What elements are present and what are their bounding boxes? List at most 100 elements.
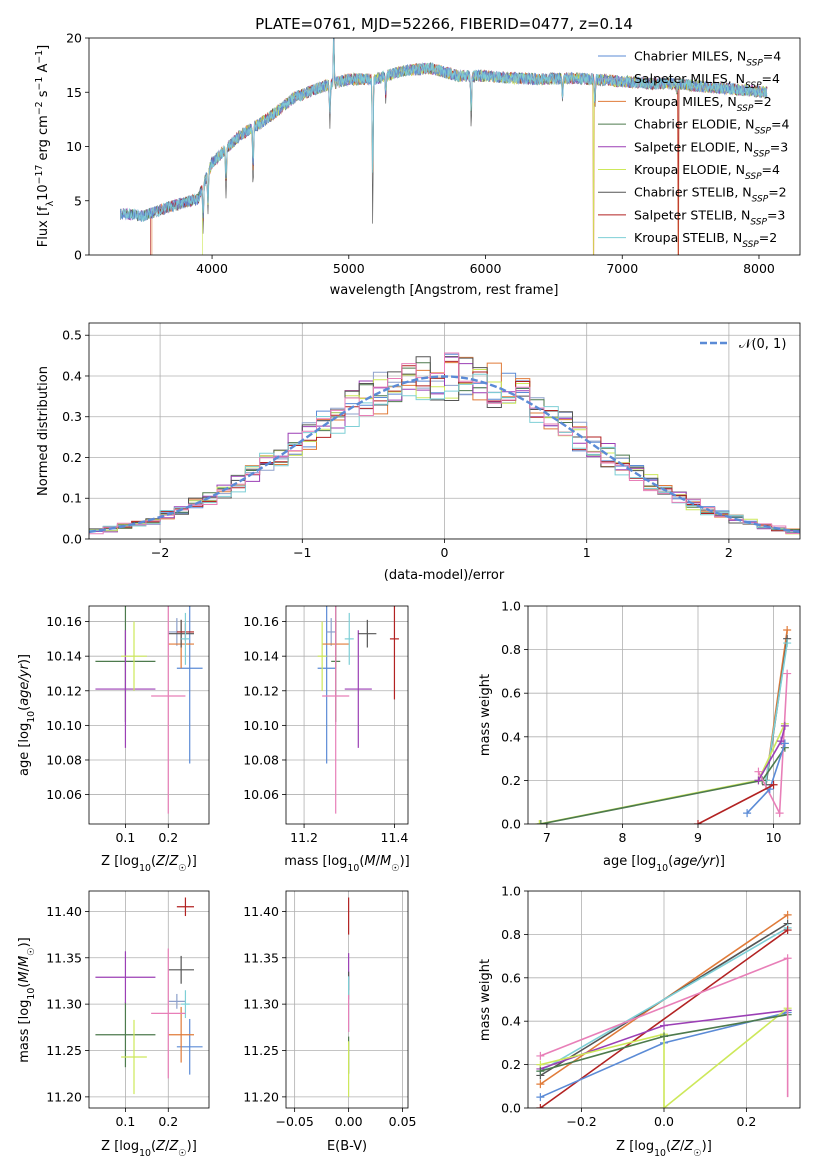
mass-vs-ebv-ytick-label: 11.25 <box>243 1043 279 1058</box>
spectrum-xlabel: wavelength [Angstrom, rest frame] <box>330 283 559 298</box>
mass-vs-ebv-xtick-label: 0.00 <box>335 1114 363 1129</box>
residuals-xtick-label: 0 <box>441 545 449 560</box>
legend-label-salpeter-miles: Salpeter MILES, NSSP=4 <box>634 71 780 91</box>
weight-vs-age-xtick-label: 7 <box>543 830 551 845</box>
weight-vs-Z-xlabel: Z [log10(Z/Z☉)] <box>616 1139 712 1159</box>
weight-vs-age-ytick-label: 0.6 <box>501 686 521 701</box>
weight-vs-Z-marker <box>783 926 792 935</box>
mass-vs-Z-xtick-label: 0.2 <box>158 1114 178 1129</box>
age-vs-Z-plot-area <box>89 606 209 824</box>
weight-vs-age-ytick-label: 0.4 <box>501 729 521 744</box>
weight-vs-Z-marker <box>660 1104 668 1108</box>
weight-vs-age-ytick-label: 0.8 <box>501 642 521 657</box>
age-vs-mass-ytick-label: 10.14 <box>243 649 279 664</box>
weight-vs-Z-series-line <box>540 957 788 1057</box>
age-vs-Z-ytick-label: 10.06 <box>46 787 82 802</box>
residuals-xtick-label: −1 <box>293 545 311 560</box>
residuals-plot-area <box>89 323 800 539</box>
weight-vs-Z-ytick-label: 0.2 <box>501 1057 521 1072</box>
weight-vs-age-series-line <box>539 723 786 824</box>
legend-label-chabrier-miles: Chabrier MILES, NSSP=4 <box>634 49 781 69</box>
weight-vs-Z-ytick-label: 0.6 <box>501 970 521 985</box>
age-vs-mass-ytick-label: 10.10 <box>243 718 279 733</box>
age-vs-Z-ytick-label: 10.10 <box>46 718 82 733</box>
residuals-xtick-label: 1 <box>583 545 591 560</box>
normal-legend-label: 𝒩(0, 1) <box>739 337 786 352</box>
spectrum-ytick-label: 20 <box>66 31 82 46</box>
age-vs-mass-ytick-label: 10.12 <box>243 683 279 698</box>
weight-vs-Z-ytick-label: 1.0 <box>501 884 521 899</box>
mass-vs-Z-ylabel: mass [log10(M/M☉)] <box>17 937 37 1063</box>
age-vs-Z-panel <box>85 606 209 828</box>
legend-label-kroupa-stelib: Kroupa STELIB, NSSP=2 <box>634 230 777 250</box>
weight-vs-age-marker <box>780 739 789 748</box>
weight-vs-age-marker <box>780 721 789 730</box>
weight-vs-age-marker <box>754 767 763 776</box>
weight-vs-Z-marker <box>783 910 792 919</box>
weight-vs-Z-series-line <box>539 927 789 1072</box>
mass-vs-ebv-axes-frame <box>285 890 409 1109</box>
residuals-ytick-label: 0.5 <box>62 328 82 343</box>
weight-vs-age-panel <box>524 605 800 828</box>
weight-vs-Z-marker <box>536 1067 545 1076</box>
weight-vs-age-marker <box>754 776 763 785</box>
residuals-xlabel: (data-model)/error <box>384 568 505 583</box>
spectrum-axes-frame <box>88 37 801 256</box>
mass-vs-Z-axes-frame <box>88 890 210 1109</box>
weight-vs-Z-marker <box>536 1104 545 1108</box>
spectrum-ytick-label: 0 <box>74 248 82 263</box>
legend-label-chabrier-elodie: Chabrier ELODIE, NSSP=4 <box>634 117 789 137</box>
weight-vs-age-marker <box>743 809 752 818</box>
residuals-xtick-label: −2 <box>151 545 169 560</box>
weight-vs-age-xtick-label: 9 <box>694 830 702 845</box>
weight-vs-age-marker <box>694 820 702 824</box>
weight-vs-Z-axes-frame <box>527 890 801 1109</box>
weight-vs-Z-xtick-label: −0.2 <box>566 1114 596 1129</box>
age-vs-mass-ytick-label: 10.16 <box>243 614 279 629</box>
legend-label-salpeter-elodie: Salpeter ELODIE, NSSP=3 <box>634 139 788 159</box>
weight-vs-Z-marker <box>536 1093 545 1102</box>
mass-vs-Z-xtick-label: 0.1 <box>115 1114 135 1129</box>
age-vs-mass-plot-area <box>286 606 408 824</box>
residuals-histogram-step <box>89 352 800 535</box>
weight-vs-age-marker <box>536 820 545 824</box>
mass-vs-ebv-xtick-label: −0.05 <box>275 1114 313 1129</box>
age-vs-Z-ytick-label: 10.16 <box>46 614 82 629</box>
weight-vs-Z-xtick-label: 0.2 <box>736 1114 756 1129</box>
residuals-ytick-label: 0.0 <box>62 532 82 547</box>
mass-vs-Z-ytick-label: 11.35 <box>46 950 82 965</box>
residuals-axes-frame <box>88 322 801 540</box>
spectrum-xtick-label: 4000 <box>196 261 228 276</box>
weight-vs-age-ytick-label: 0.2 <box>501 773 521 788</box>
age-vs-mass-xtick-label: 11.4 <box>381 830 409 845</box>
weight-vs-Z-marker <box>660 1032 668 1041</box>
weight-vs-Z-xtick-label: 0.0 <box>654 1114 674 1129</box>
weight-vs-Z-marker <box>660 1021 668 1030</box>
spectrum-xtick-label: 8000 <box>743 261 775 276</box>
residuals-ytick-label: 0.2 <box>62 450 82 465</box>
age-vs-mass-xlabel: mass [log10(M/M☉)] <box>284 854 410 874</box>
mass-vs-ebv-ytick-label: 11.20 <box>243 1089 279 1104</box>
weight-vs-age-series-line <box>697 784 774 824</box>
spectrum-ylabel: Flux [fλ10−17 erg cm−2 s−1 A−1] <box>34 45 56 247</box>
age-vs-mass-xtick-label: 11.2 <box>290 830 318 845</box>
weight-vs-Z-marker <box>536 1051 545 1060</box>
mass-vs-Z-ytick-label: 11.20 <box>46 1089 82 1104</box>
spectrum-plot-area <box>120 38 768 255</box>
spectrum-ytick-label: 10 <box>66 139 82 154</box>
age-vs-Z-axes-frame <box>88 605 210 825</box>
mass-vs-ebv-ytick-label: 11.30 <box>243 997 279 1012</box>
mass-vs-Z-ytick-label: 11.30 <box>46 997 82 1012</box>
mass-vs-Z-panel <box>85 891 209 1112</box>
weight-vs-Z-plot-area <box>528 891 800 1108</box>
weight-vs-age-marker <box>535 820 544 824</box>
weight-vs-age-ytick-label: 1.0 <box>501 599 521 614</box>
mass-vs-Z-xlabel: Z [log10(Z/Z☉)] <box>101 1139 197 1159</box>
age-vs-Z-xtick-label: 0.1 <box>115 830 135 845</box>
age-vs-Z-ylabel: age [log10(age/yr)] <box>17 654 37 776</box>
age-vs-mass-axes-frame <box>285 605 409 825</box>
age-vs-mass-panel <box>282 606 408 828</box>
residuals-ytick-label: 0.1 <box>62 491 82 506</box>
spectrum-xtick-label: 6000 <box>470 261 502 276</box>
